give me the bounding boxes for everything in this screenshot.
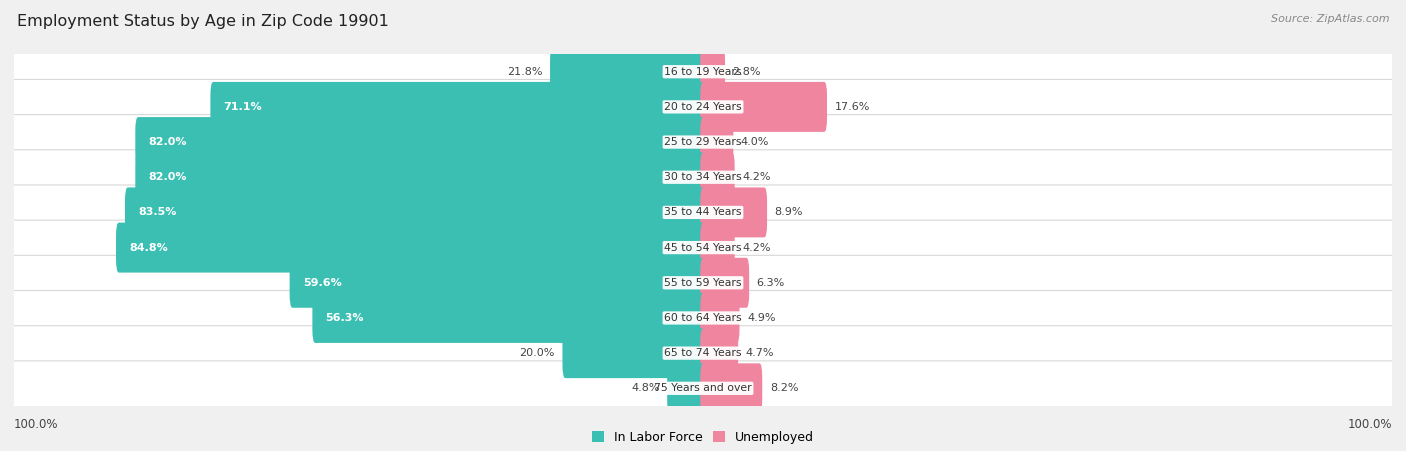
Text: Employment Status by Age in Zip Code 19901: Employment Status by Age in Zip Code 199… bbox=[17, 14, 388, 28]
FancyBboxPatch shape bbox=[135, 117, 706, 167]
Text: 65 to 74 Years: 65 to 74 Years bbox=[664, 348, 742, 358]
FancyBboxPatch shape bbox=[700, 188, 768, 237]
Text: 100.0%: 100.0% bbox=[14, 418, 59, 431]
Text: 82.0%: 82.0% bbox=[149, 172, 187, 182]
FancyBboxPatch shape bbox=[562, 328, 706, 378]
FancyBboxPatch shape bbox=[13, 115, 1393, 170]
Text: 30 to 34 Years: 30 to 34 Years bbox=[664, 172, 742, 182]
Text: 4.2%: 4.2% bbox=[742, 243, 770, 253]
FancyBboxPatch shape bbox=[13, 361, 1393, 416]
FancyBboxPatch shape bbox=[13, 255, 1393, 310]
Text: 17.6%: 17.6% bbox=[835, 102, 870, 112]
FancyBboxPatch shape bbox=[700, 152, 735, 202]
FancyBboxPatch shape bbox=[125, 188, 706, 237]
Text: 20.0%: 20.0% bbox=[519, 348, 555, 358]
FancyBboxPatch shape bbox=[312, 293, 706, 343]
FancyBboxPatch shape bbox=[700, 293, 740, 343]
Text: 35 to 44 Years: 35 to 44 Years bbox=[664, 207, 742, 217]
FancyBboxPatch shape bbox=[13, 44, 1393, 99]
Text: 56.3%: 56.3% bbox=[325, 313, 364, 323]
Text: 4.9%: 4.9% bbox=[747, 313, 776, 323]
Text: 6.3%: 6.3% bbox=[756, 278, 785, 288]
Text: 2.8%: 2.8% bbox=[733, 67, 761, 77]
Text: 75 Years and over: 75 Years and over bbox=[654, 383, 752, 393]
FancyBboxPatch shape bbox=[700, 117, 734, 167]
Text: 25 to 29 Years: 25 to 29 Years bbox=[664, 137, 742, 147]
FancyBboxPatch shape bbox=[13, 150, 1393, 205]
Text: 100.0%: 100.0% bbox=[1347, 418, 1392, 431]
Legend: In Labor Force, Unemployed: In Labor Force, Unemployed bbox=[586, 426, 820, 449]
Text: 21.8%: 21.8% bbox=[508, 67, 543, 77]
FancyBboxPatch shape bbox=[211, 82, 706, 132]
Text: 55 to 59 Years: 55 to 59 Years bbox=[664, 278, 742, 288]
Text: 83.5%: 83.5% bbox=[138, 207, 176, 217]
Text: 8.2%: 8.2% bbox=[770, 383, 799, 393]
Text: Source: ZipAtlas.com: Source: ZipAtlas.com bbox=[1271, 14, 1389, 23]
FancyBboxPatch shape bbox=[13, 290, 1393, 345]
Text: 4.8%: 4.8% bbox=[631, 383, 659, 393]
FancyBboxPatch shape bbox=[668, 364, 706, 413]
FancyBboxPatch shape bbox=[700, 223, 735, 272]
FancyBboxPatch shape bbox=[550, 47, 706, 97]
Text: 82.0%: 82.0% bbox=[149, 137, 187, 147]
Text: 60 to 64 Years: 60 to 64 Years bbox=[664, 313, 742, 323]
FancyBboxPatch shape bbox=[700, 82, 827, 132]
FancyBboxPatch shape bbox=[290, 258, 706, 308]
FancyBboxPatch shape bbox=[117, 223, 706, 272]
Text: 4.0%: 4.0% bbox=[741, 137, 769, 147]
Text: 59.6%: 59.6% bbox=[302, 278, 342, 288]
FancyBboxPatch shape bbox=[13, 326, 1393, 381]
FancyBboxPatch shape bbox=[700, 364, 762, 413]
FancyBboxPatch shape bbox=[700, 328, 738, 378]
FancyBboxPatch shape bbox=[700, 258, 749, 308]
FancyBboxPatch shape bbox=[13, 220, 1393, 275]
Text: 16 to 19 Years: 16 to 19 Years bbox=[664, 67, 742, 77]
Text: 84.8%: 84.8% bbox=[129, 243, 167, 253]
Text: 20 to 24 Years: 20 to 24 Years bbox=[664, 102, 742, 112]
Text: 4.2%: 4.2% bbox=[742, 172, 770, 182]
Text: 71.1%: 71.1% bbox=[224, 102, 262, 112]
FancyBboxPatch shape bbox=[135, 152, 706, 202]
FancyBboxPatch shape bbox=[700, 47, 725, 97]
FancyBboxPatch shape bbox=[13, 79, 1393, 134]
FancyBboxPatch shape bbox=[13, 185, 1393, 240]
Text: 8.9%: 8.9% bbox=[775, 207, 803, 217]
Text: 45 to 54 Years: 45 to 54 Years bbox=[664, 243, 742, 253]
Text: 4.7%: 4.7% bbox=[745, 348, 775, 358]
